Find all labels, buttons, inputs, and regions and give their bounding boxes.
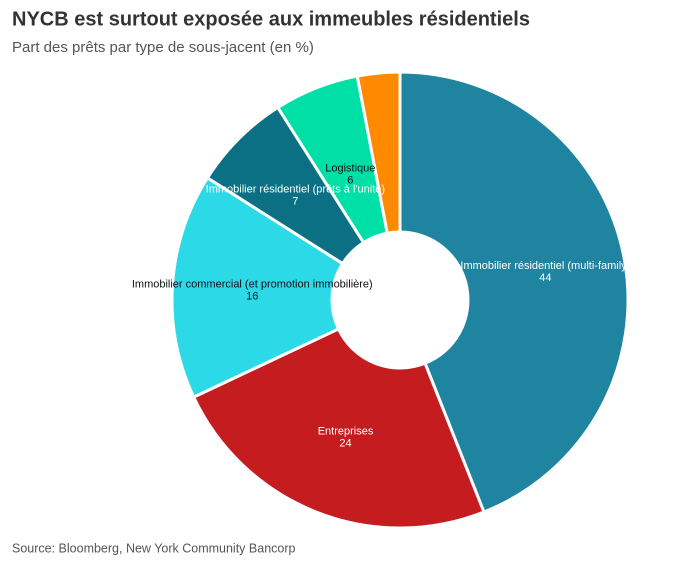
chart-source: Source: Bloomberg, New York Community Ba… — [12, 541, 296, 555]
donut-slice — [191, 326, 486, 530]
slice-label: Immobilier résidentiel (prêts à l'unité) — [206, 183, 385, 195]
slice-value: 7 — [292, 195, 298, 207]
slice-value: 44 — [539, 272, 551, 284]
slice-value: 24 — [339, 438, 351, 450]
chart-title: NYCB est surtout exposée aux immeubles r… — [12, 8, 530, 30]
slice-value: 16 — [246, 291, 258, 303]
chart-subtitle: Part des prêts par type de sous-jacent (… — [12, 39, 314, 56]
slice-label: Logistique — [325, 162, 375, 174]
slice-label: Immobilier résidentiel (multi-family) — [460, 260, 630, 272]
donut-slice — [355, 70, 402, 235]
donut-slice — [170, 175, 345, 400]
slice-label: Immobilier commercial (et promotion immo… — [132, 279, 373, 291]
donut-slice — [398, 70, 630, 514]
slice-value: 6 — [347, 174, 353, 186]
slice-label: Entreprises — [318, 426, 374, 438]
